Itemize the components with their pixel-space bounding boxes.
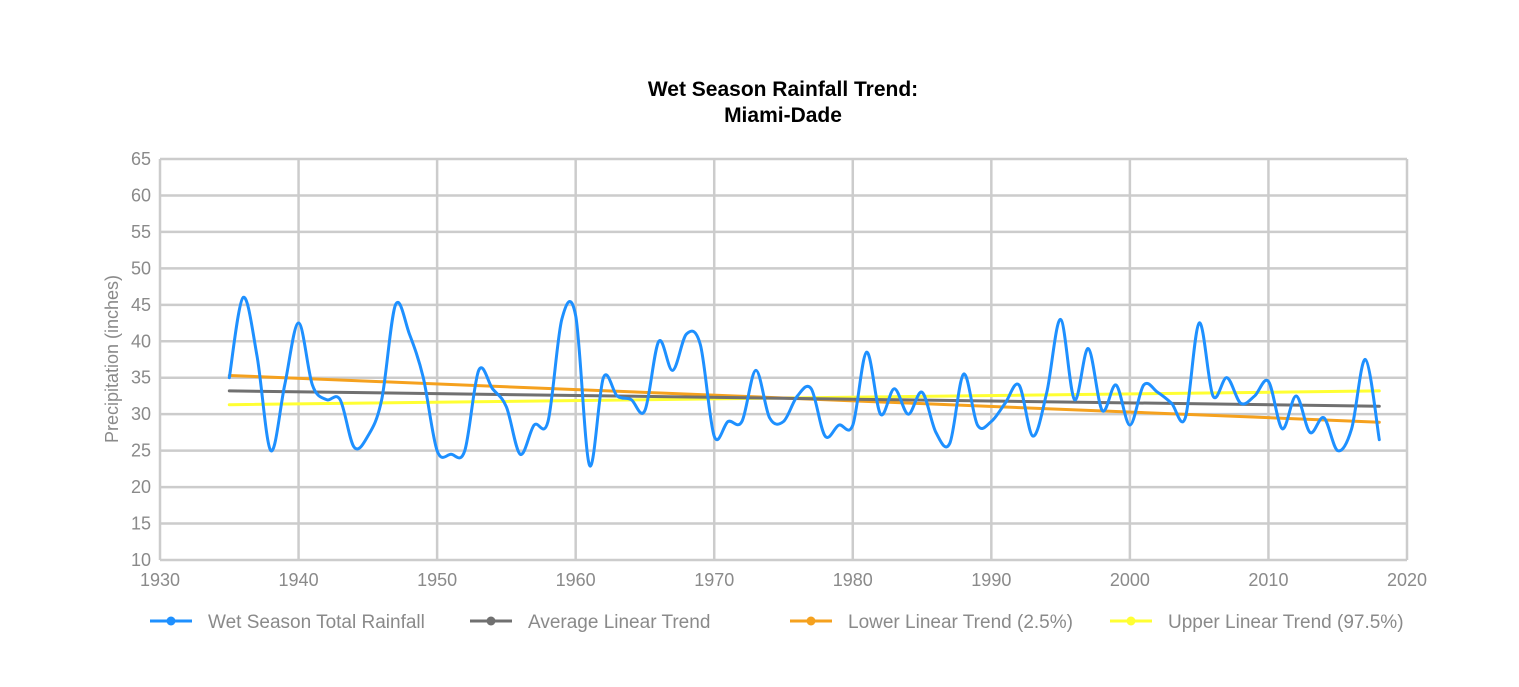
legend-label: Wet Season Total Rainfall [208, 612, 425, 633]
x-tick-label: 1950 [417, 570, 457, 590]
x-tick-label: 2000 [1110, 570, 1150, 590]
legend: Wet Season Total Rainfall Average Linear … [150, 612, 1404, 633]
x-tick-label: 1990 [971, 570, 1011, 590]
y-tick-label: 50 [131, 258, 151, 278]
y-tick-label: 25 [131, 441, 151, 461]
legend-swatch-marker [166, 616, 176, 626]
y-tick-label: 20 [131, 477, 151, 497]
x-tick-label: 1970 [694, 570, 734, 590]
y-tick-label: 10 [131, 550, 151, 570]
chart-title-line-1: Wet Season Rainfall Trend: [648, 78, 918, 101]
legend-swatch-marker [486, 616, 496, 626]
y-tick-label: 35 [131, 368, 151, 388]
legend-swatch-marker [1126, 616, 1136, 626]
y-tick-label: 60 [131, 185, 151, 205]
chart-title-line-2: Miami-Dade [724, 104, 842, 127]
y-tick-label: 40 [131, 331, 151, 351]
x-tick-label: 1980 [833, 570, 873, 590]
x-tick-label: 2020 [1387, 570, 1427, 590]
tick-labels: 10 15 20 25 30 35 40 45 50 55 60 65 1930 1940 1950 1960… [131, 149, 1427, 590]
x-tick-label: 2010 [1248, 570, 1288, 590]
y-tick-label: 45 [131, 295, 151, 315]
x-tick-label: 1940 [279, 570, 319, 590]
x-tick-label: 1960 [556, 570, 596, 590]
grid [158, 157, 1409, 562]
y-tick-label: 15 [131, 514, 151, 534]
series-line [227, 295, 1381, 468]
legend-label: Upper Linear Trend (97.5%) [1168, 612, 1404, 633]
y-tick-label: 30 [131, 404, 151, 424]
y-axis-label: Precipitation (inches) [102, 275, 122, 443]
x-tick-label: 1930 [140, 570, 180, 590]
legend-label: Average Linear Trend [528, 612, 710, 633]
y-tick-label: 65 [131, 149, 151, 169]
legend-swatch-marker [806, 616, 816, 626]
legend-label: Lower Linear Trend (2.5%) [848, 612, 1073, 633]
y-tick-label: 55 [131, 222, 151, 242]
series-lines [227, 295, 1381, 468]
